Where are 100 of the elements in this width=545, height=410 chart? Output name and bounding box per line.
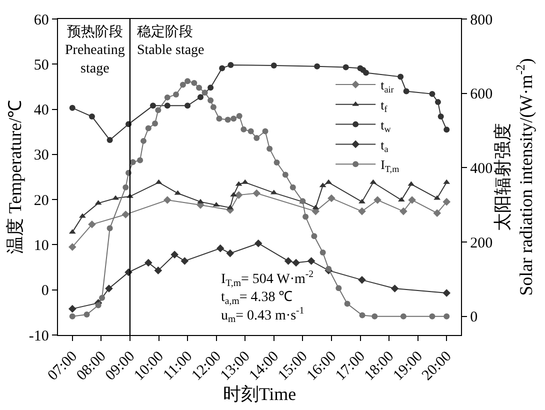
point [140, 138, 146, 144]
point [95, 302, 102, 308]
point [144, 258, 152, 267]
point [442, 289, 451, 297]
y-tick-label: 0 [41, 283, 49, 300]
point [292, 258, 300, 267]
point [69, 313, 76, 320]
point [184, 102, 191, 109]
point [234, 191, 243, 199]
point [438, 114, 444, 120]
point [145, 125, 152, 132]
point [400, 313, 406, 320]
y2-tick-label: 0 [470, 310, 478, 326]
y-axis-title: 温度 Temperature/℃ [5, 100, 26, 254]
point [154, 266, 162, 274]
y2-tick-label: 400 [470, 160, 493, 177]
annotation: 预热阶段 Preheating stage [65, 24, 125, 76]
point [173, 91, 180, 98]
point [262, 128, 268, 134]
point [429, 90, 436, 97]
point [122, 210, 130, 218]
point [442, 198, 451, 206]
point [266, 146, 273, 152]
y-tick-label: 40 [34, 102, 49, 119]
point [342, 64, 349, 70]
point [106, 136, 113, 143]
point [307, 257, 316, 265]
point [284, 257, 292, 265]
y-tick-label: 20 [34, 192, 49, 209]
y2-tick-label: 600 [470, 86, 493, 103]
point [434, 99, 441, 106]
point [202, 90, 208, 96]
point [274, 160, 280, 166]
point [311, 233, 318, 240]
point [433, 209, 442, 218]
y-tick-label: 30 [34, 148, 49, 164]
point [403, 88, 410, 94]
point [240, 126, 247, 132]
point [390, 284, 399, 292]
point [358, 207, 366, 216]
point [374, 196, 382, 204]
point [88, 220, 96, 228]
y-tick-label: 60 [34, 12, 49, 28]
point [398, 74, 404, 80]
point [363, 70, 370, 76]
text: I$_{T,m}$= 504 W·m$^{-2}$ t$_{a,m}$= 4.38 ℃ u$_{m}$= 0.43 m·s$^{-1}$ [221, 269, 314, 326]
y-tick-label: -10 [28, 328, 49, 344]
point [282, 172, 288, 178]
point [248, 128, 254, 134]
point [290, 184, 296, 190]
legend-label: t$_{w}$ [380, 117, 392, 134]
point [208, 84, 214, 91]
point [302, 214, 309, 220]
x-axis-title: 时刻Time [222, 384, 296, 404]
point [252, 189, 261, 198]
point [230, 116, 237, 122]
annotation: 稳定阶段 Stable stage [137, 24, 204, 58]
point [152, 120, 158, 126]
point [400, 207, 408, 216]
point [444, 126, 450, 133]
point [88, 114, 95, 120]
point [105, 284, 113, 292]
point [180, 257, 189, 265]
point [328, 194, 336, 202]
point [358, 198, 366, 204]
point [69, 104, 76, 111]
point [68, 304, 76, 313]
point [106, 225, 113, 232]
point [408, 196, 416, 204]
point [326, 266, 332, 272]
point [254, 134, 260, 141]
point [79, 213, 86, 218]
point [99, 294, 106, 301]
point [197, 94, 204, 100]
point [359, 312, 366, 318]
point [372, 313, 378, 320]
point [210, 104, 216, 110]
point [170, 250, 178, 259]
point [68, 243, 76, 251]
y-tick-label: 10 [34, 238, 49, 254]
point [224, 116, 231, 123]
point [216, 244, 224, 252]
point [163, 196, 172, 204]
point [208, 97, 214, 104]
point [226, 249, 234, 258]
y2-tick-label: 200 [470, 235, 493, 252]
point [336, 285, 342, 292]
point [219, 65, 226, 72]
legend-label: t$_{f}$ [380, 97, 388, 114]
point [197, 198, 204, 204]
legend-label: t$_{a}$ [380, 137, 388, 154]
point [150, 102, 156, 109]
point [314, 63, 320, 70]
point [184, 78, 191, 84]
point [320, 249, 326, 256]
point [164, 102, 170, 109]
point [344, 300, 350, 307]
point [254, 239, 262, 248]
point [216, 116, 222, 122]
point [444, 313, 450, 320]
